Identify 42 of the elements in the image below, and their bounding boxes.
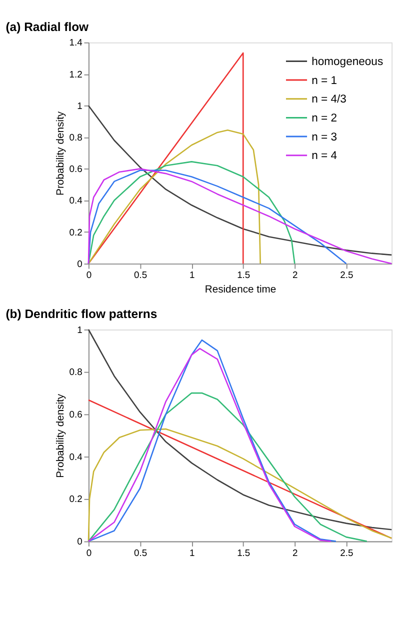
y-axis-title: Probability density [56,110,67,196]
legend-label: n = 1 [312,74,337,87]
x-tick-label: 0 [86,546,92,558]
x-tick-label: 1 [189,269,195,280]
x-tick-label: 2.5 [340,546,354,558]
chart-title: (b) Dendritic flow patterns [6,307,158,322]
legend-label: n = 2 [312,112,337,124]
x-tick-label: 2 [292,546,298,558]
line-series [88,129,262,264]
line-series [88,161,296,264]
x-tick-label: 2.5 [340,269,354,280]
x-tick-label: 0.5 [134,269,148,280]
x-axis-title: Residence time [204,284,276,296]
y-tick-label: 1 [77,324,82,335]
y-tick-label: 0.4 [69,194,82,206]
y-tick-label: 1.2 [69,68,82,80]
x-tick-label: 1.5 [237,269,250,280]
legend-label: n = 3 [312,131,337,144]
y-tick-label: 0.6 [69,163,82,174]
legend-label: homogeneous [312,56,384,68]
chart-title: (a) Radial flow [6,20,90,34]
y-axis-title: Probability density [56,393,67,478]
legend-label: n = 4 [312,150,337,162]
x-tick-label: 0.5 [134,546,148,558]
y-tick-label: 0.8 [69,366,82,378]
legend-label: n = 4/3 [312,94,346,106]
x-tick-label: 1.5 [237,546,250,558]
y-tick-label: 0.4 [69,450,82,462]
line-series [88,328,392,530]
y-tick-label: 0.2 [69,493,82,504]
y-tick-label: 0 [77,536,82,547]
y-tick-label: 0.2 [69,226,82,238]
x-tick-label: 0 [86,269,92,280]
x-tick-label: 2 [292,269,298,280]
y-tick-label: 1 [77,100,82,111]
y-tick-label: 0 [77,258,82,269]
y-tick-label: 0.6 [69,408,82,420]
y-tick-label: 0.8 [69,132,82,143]
line-series [88,104,392,256]
line-series [88,170,347,264]
y-tick-label: 1.4 [69,36,82,48]
x-tick-label: 1 [189,546,195,558]
